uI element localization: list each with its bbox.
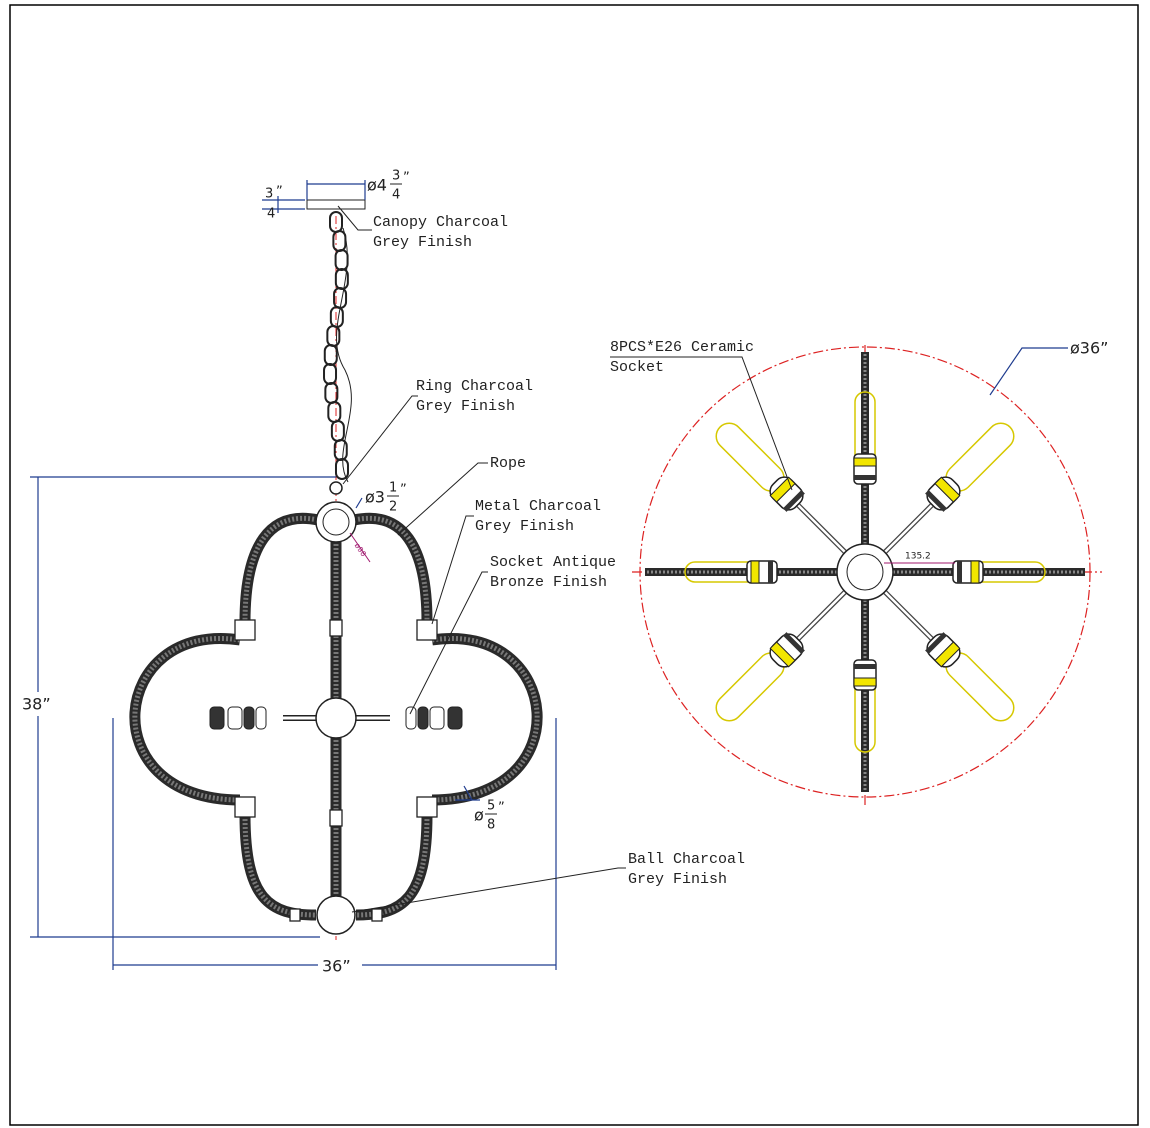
label: Metal Charcoal [475,498,601,515]
dim-unit: ” [403,171,410,186]
socket-part [210,707,224,729]
chain [324,212,348,479]
label: Bronze Finish [490,574,607,591]
label: Socket Antique [490,554,616,571]
drawing: ø4 3 4 ” 3 ” 4 38” 36” ø3 1 2 ” ø90 ø 5 … [0,0,1150,1128]
label: Grey Finish [628,871,727,888]
socket-band [854,458,876,466]
hub [837,544,893,600]
center-hub [316,698,356,738]
leader [990,348,1068,395]
socket-part [430,707,444,729]
socket-ring [768,561,773,583]
dim-unit: ” [276,185,283,200]
width-dim: 36” [322,957,351,976]
dim-unit: ” [400,483,407,498]
arm [876,583,1020,727]
socket-part [406,707,416,729]
rod-inner [885,501,936,552]
dim-den: 4 [392,188,400,203]
dim-num: 5 [487,799,495,814]
dim-den: 4 [267,207,275,222]
dim-whole: ø4 [367,176,387,195]
socket-part [448,707,462,729]
socket-ring [957,561,962,583]
top-view: 135.2 8PCS*E26 Ceramic Socket ø36” [610,339,1108,806]
arm-dim: 135.2 [905,552,931,562]
socket-ring [854,664,876,669]
leader [610,357,792,490]
label: Ball Charcoal [628,851,745,868]
dim-leader [356,498,362,508]
arm [711,418,855,562]
chain-link [336,250,348,270]
rod-inner [794,501,845,552]
label: Grey Finish [373,234,472,251]
height-dim: 38” [22,695,51,714]
socket-band [751,561,759,583]
dim-num: 1 [389,481,397,496]
arm [854,600,876,792]
label: Canopy Charcoal [373,214,508,231]
leader [343,396,418,484]
chain-link [333,231,345,251]
canopy [307,200,365,209]
socket-band [854,678,876,686]
socket-part [228,707,242,729]
dim-whole: ø [474,806,484,825]
front-view: ø4 3 4 ” 3 ” 4 38” 36” ø3 1 2 ” ø90 ø 5 … [18,169,745,978]
rod-inner [885,592,936,643]
arm [711,583,855,727]
top-hub [316,502,356,542]
label: Socket [610,359,664,376]
chain-link [336,459,348,479]
dim-whole: ø3 [365,488,385,507]
label: 8PCS*E26 Ceramic [610,339,754,356]
chain-link [331,307,343,327]
dim-den: 2 [389,500,397,515]
dim-den: 8 [487,818,495,833]
socket-part [418,707,428,729]
chain-link [324,364,336,384]
chain-link [332,421,344,441]
ring [330,482,342,494]
dim-unit: ” [498,801,505,816]
chain-link [328,402,340,422]
leader [432,516,474,624]
label: Ring Charcoal [416,378,533,395]
dim-num: 3 [392,169,400,184]
label: Grey Finish [475,518,574,535]
arm [645,561,837,583]
chain-link [325,345,337,365]
socket-ring [854,475,876,480]
ball [317,896,355,934]
leader [338,206,372,230]
socket-band [971,561,979,583]
label: Grey Finish [416,398,515,415]
dim-num: 3 [265,187,273,202]
wire [337,228,352,482]
diameter-dim: ø36” [1070,339,1108,358]
leader [352,868,626,912]
arm [893,561,1085,583]
arm [876,418,1020,562]
arm [854,352,876,544]
hub-dim: ø90 [352,542,368,559]
socket-part [244,707,254,729]
rod-inner [794,592,845,643]
chain-link [327,326,339,346]
label: Rope [490,455,526,472]
socket-part [256,707,266,729]
